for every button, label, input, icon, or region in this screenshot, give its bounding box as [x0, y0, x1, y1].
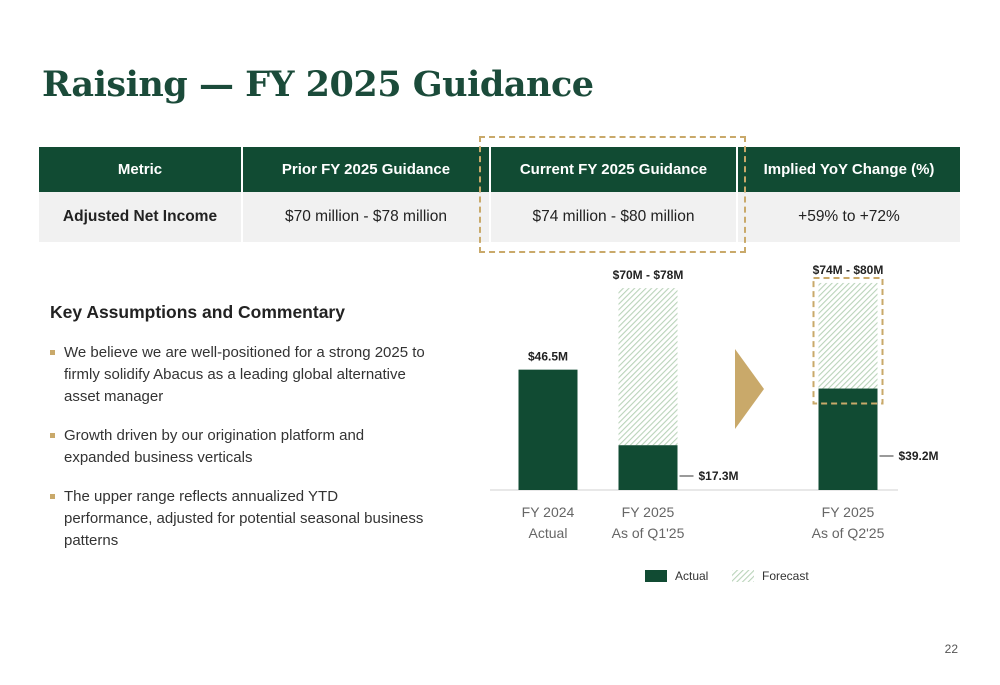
page-number: 22 [944, 642, 958, 656]
forecast-bar [818, 282, 878, 389]
list-item: We believe we are well-positioned for a … [50, 342, 430, 408]
forecast-bar [618, 288, 678, 446]
actual-bar [618, 445, 678, 490]
forecast-highlight-box [812, 276, 884, 405]
bar-total-label: $46.5M [528, 350, 568, 364]
cell-metric: Adjusted Net Income [62, 208, 218, 225]
actual-bar [518, 369, 578, 490]
x-tick-label: As of Q2'25 [812, 525, 885, 541]
commentary-list: We believe we are well-positioned for a … [50, 342, 430, 569]
bullet-square-icon [50, 433, 55, 438]
x-tick-label: FY 2025 [822, 504, 875, 520]
table-row: Adjusted Net Income $70 million - $78 mi… [39, 192, 960, 242]
legend-label-actual: Actual [675, 569, 708, 583]
bullet-text: The upper range reflects annualized YTD … [64, 488, 424, 549]
commentary-title: Key Assumptions and Commentary [50, 302, 345, 322]
current-guidance-highlight [479, 136, 746, 253]
table-header-row: Metric Prior FY 2025 Guidance Current FY… [39, 147, 960, 192]
x-tick-label: Actual [529, 525, 568, 541]
guidance-table: Metric Prior FY 2025 Guidance Current FY… [39, 147, 960, 242]
header-current-guidance: Current FY 2025 Guidance [489, 147, 736, 192]
cell-current-guidance: $74 million - $80 million [489, 192, 736, 242]
header-metric: Metric [39, 147, 241, 192]
legend-swatch-actual [645, 570, 667, 582]
cell-prior-guidance: $70 million - $78 million [241, 192, 489, 242]
actual-value-label: $39.2M [899, 449, 939, 463]
list-item: The upper range reflects annualized YTD … [50, 486, 430, 552]
bullet-text: Growth driven by our origination platfor… [64, 427, 365, 466]
legend-swatch-forecast [732, 570, 754, 582]
x-tick-label: FY 2025 [622, 504, 675, 520]
list-item: Growth driven by our origination platfor… [50, 425, 430, 469]
bar-total-label: $70M - $78M [613, 268, 684, 282]
page-title: Raising — FY 2025 Guidance [42, 64, 594, 105]
x-tick-label: As of Q1'25 [612, 525, 685, 541]
progression-arrow-icon [735, 349, 764, 429]
bullet-square-icon [50, 494, 55, 499]
bar-total-label: $74M - $80M [813, 263, 884, 277]
bullet-text: We believe we are well-positioned for a … [64, 344, 425, 405]
header-yoy-change: Implied YoY Change (%) [736, 147, 960, 192]
actual-value-label: $17.3M [699, 469, 739, 483]
cell-yoy-change: +59% to +72% [736, 192, 960, 242]
legend-label-forecast: Forecast [762, 569, 809, 583]
header-prior-guidance: Prior FY 2025 Guidance [241, 147, 489, 192]
x-tick-label: FY 2024 [522, 504, 575, 520]
actual-bar [818, 388, 878, 490]
bullet-square-icon [50, 350, 55, 355]
